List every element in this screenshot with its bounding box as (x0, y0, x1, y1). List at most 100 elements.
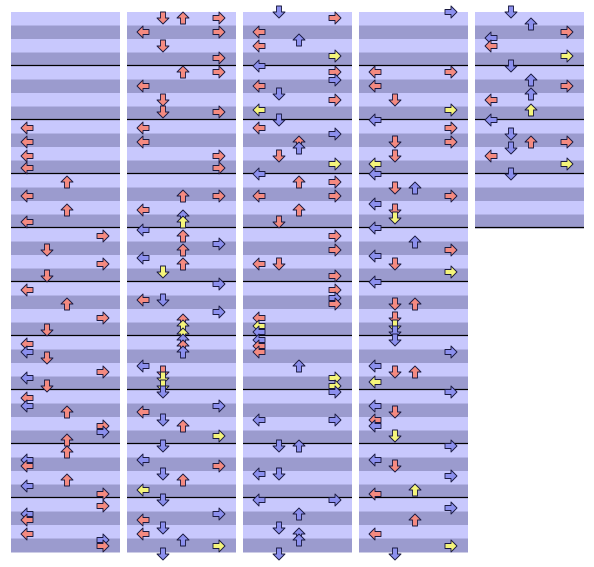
lane-stripe (359, 282, 468, 296)
up-arrow-note (292, 439, 306, 453)
lane-stripe (11, 309, 120, 323)
left-arrow-note (20, 121, 34, 135)
left-arrow-note (136, 25, 150, 39)
right-arrow-note (328, 243, 342, 257)
lane-stripe (127, 147, 236, 161)
down-arrow-note (156, 385, 170, 399)
lane-stripe (359, 39, 468, 53)
down-arrow-note (388, 211, 402, 225)
lane-stripe (127, 160, 236, 175)
up-arrow-note (292, 359, 306, 373)
left-arrow-note (20, 215, 34, 229)
right-arrow-note (212, 11, 226, 25)
up-arrow-note (60, 445, 74, 459)
down-arrow-note (156, 467, 170, 481)
lane-stripe (11, 120, 120, 134)
right-arrow-note (96, 499, 110, 513)
down-arrow-note (272, 257, 286, 271)
lane-stripe (127, 133, 236, 148)
lane-stripe (475, 187, 584, 202)
lane-stripe (475, 25, 584, 40)
left-arrow-note (136, 223, 150, 237)
lane-stripe (11, 457, 120, 472)
lane-stripe (359, 309, 468, 323)
down-arrow-note (156, 39, 170, 53)
left-arrow-note (252, 413, 266, 427)
lane-stripe (127, 52, 236, 67)
left-arrow-note (136, 513, 150, 527)
down-arrow-note (504, 5, 518, 19)
down-arrow-note (156, 439, 170, 453)
right-arrow-note (328, 127, 342, 141)
lane-stripe (243, 52, 352, 67)
left-arrow-note (20, 527, 34, 541)
right-arrow-note (328, 73, 342, 87)
left-arrow-note (20, 513, 34, 527)
down-arrow-note (272, 149, 286, 163)
down-arrow-note (388, 257, 402, 271)
lane-stripe (127, 120, 236, 134)
right-arrow-note (96, 539, 110, 553)
left-arrow-note (20, 371, 34, 385)
left-arrow-note (252, 467, 266, 481)
right-arrow-note (444, 345, 458, 359)
down-arrow-note (388, 203, 402, 217)
lane-stripe (127, 525, 236, 539)
lane-stripe (127, 295, 236, 310)
lane-stripe (475, 147, 584, 161)
up-arrow-note (176, 473, 190, 487)
lane-stripe (11, 484, 120, 499)
left-arrow-note (252, 189, 266, 203)
down-arrow-note (156, 11, 170, 25)
up-arrow-note (176, 533, 190, 547)
right-arrow-note (96, 311, 110, 325)
up-arrow-note (292, 507, 306, 521)
lane-stripe (359, 376, 468, 391)
right-arrow-note (328, 11, 342, 25)
left-arrow-note (252, 121, 266, 135)
down-arrow-note (388, 547, 402, 561)
lane-stripe (243, 25, 352, 40)
lane-stripe (359, 444, 468, 458)
left-arrow-note (136, 359, 150, 373)
lane-stripe (127, 498, 236, 512)
up-arrow-note (176, 11, 190, 25)
lane-stripe (359, 268, 468, 283)
up-arrow-note (60, 473, 74, 487)
up-arrow-note (524, 103, 538, 117)
up-arrow-note (524, 73, 538, 87)
lane-stripe (359, 417, 468, 431)
lane-stripe (359, 228, 468, 242)
lane-stripe (243, 120, 352, 134)
lane-stripe (359, 93, 468, 107)
lane-stripe (359, 66, 468, 80)
lane-stripe (359, 160, 468, 175)
lane-stripe (11, 255, 120, 269)
right-arrow-note (444, 135, 458, 149)
lane-stripe (359, 538, 468, 553)
up-arrow-note (60, 203, 74, 217)
down-arrow-note (388, 93, 402, 107)
left-arrow-note (252, 493, 266, 507)
lane-stripe (243, 255, 352, 269)
left-arrow-note (136, 79, 150, 93)
lane-stripe (11, 282, 120, 296)
lane-stripe (11, 39, 120, 53)
right-arrow-note (328, 229, 342, 243)
left-arrow-note (20, 459, 34, 473)
up-arrow-note (292, 533, 306, 547)
down-arrow-note (156, 265, 170, 279)
right-arrow-note (444, 501, 458, 515)
right-arrow-note (212, 65, 226, 79)
lane-stripe (243, 282, 352, 296)
lane-stripe (243, 336, 352, 350)
left-arrow-note (252, 257, 266, 271)
left-arrow-note (484, 149, 498, 163)
lane-stripe (359, 525, 468, 539)
lane-stripe (359, 390, 468, 404)
left-arrow-note (252, 39, 266, 53)
up-arrow-note (176, 345, 190, 359)
lane-stripe (475, 52, 584, 67)
up-arrow-note (408, 483, 422, 497)
